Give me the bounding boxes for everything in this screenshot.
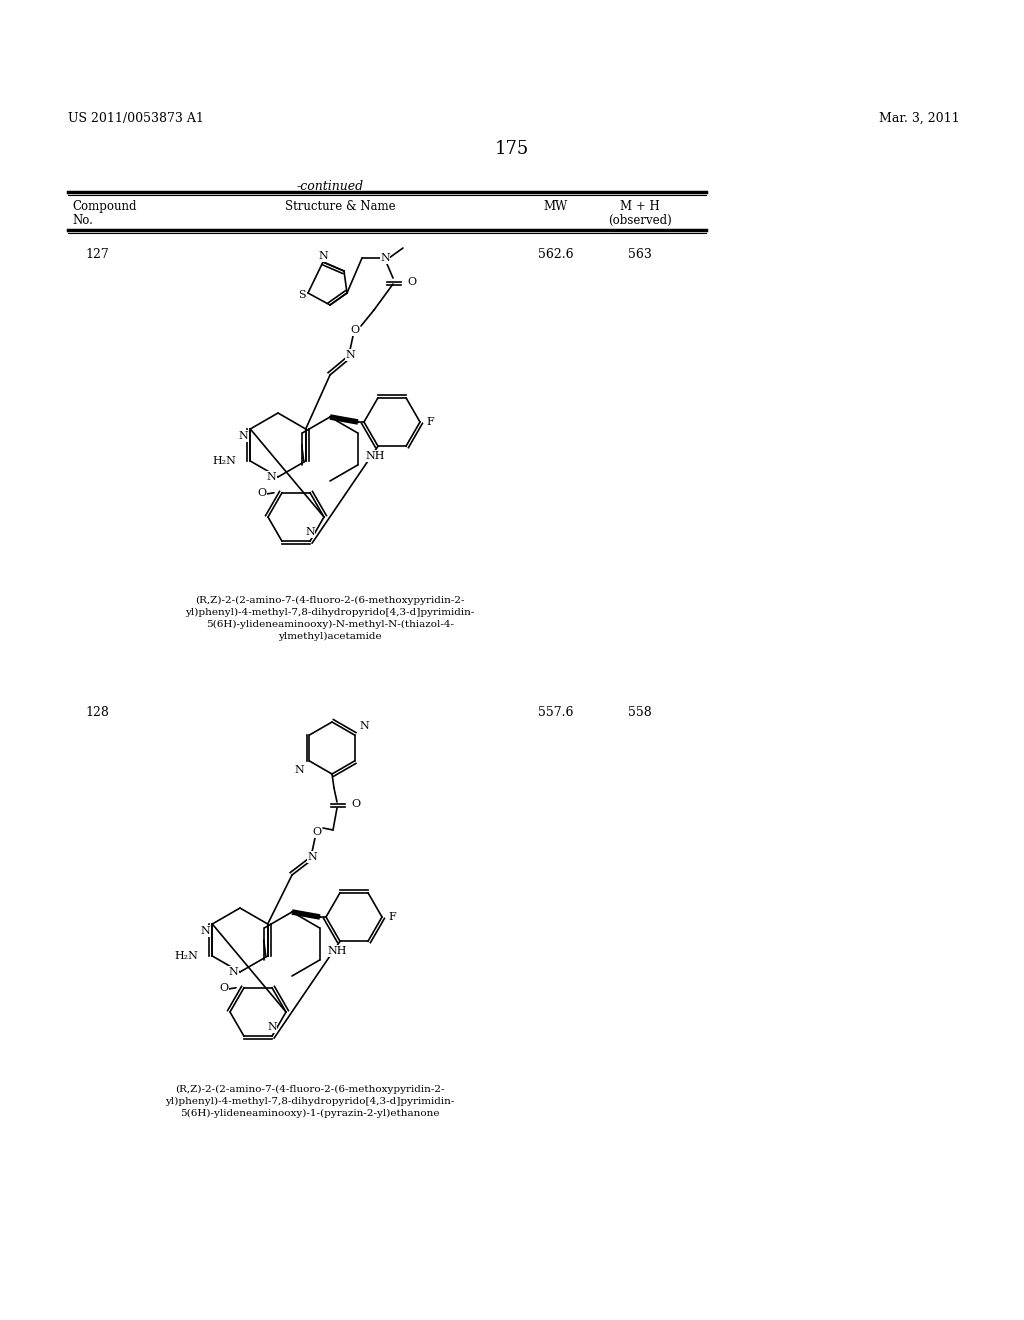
Text: (R,Z)-2-(2-amino-7-(4-fluoro-2-(6-methoxypyridin-2-: (R,Z)-2-(2-amino-7-(4-fluoro-2-(6-methox…: [175, 1085, 444, 1094]
Text: No.: No.: [72, 214, 93, 227]
Text: 5(6H)-ylideneaminooxy)-1-(pyrazin-2-yl)ethanone: 5(6H)-ylideneaminooxy)-1-(pyrazin-2-yl)e…: [180, 1109, 439, 1118]
Text: 175: 175: [495, 140, 529, 158]
Text: Mar. 3, 2011: Mar. 3, 2011: [880, 112, 961, 125]
Text: O: O: [257, 488, 266, 498]
Text: N: N: [266, 473, 276, 482]
Text: N: N: [345, 350, 355, 360]
Text: O: O: [219, 983, 228, 993]
Text: N: N: [307, 851, 316, 862]
Text: N: N: [228, 968, 238, 977]
Text: 562.6: 562.6: [539, 248, 573, 261]
Text: O: O: [312, 828, 322, 837]
Text: M + H: M + H: [621, 201, 659, 213]
Text: H₂N: H₂N: [212, 455, 237, 466]
Text: Compound: Compound: [72, 201, 136, 213]
Text: yl)phenyl)-4-methyl-7,8-dihydropyrido[4,3-d]pyrimidin-: yl)phenyl)-4-methyl-7,8-dihydropyrido[4,…: [185, 609, 475, 618]
Text: -continued: -continued: [296, 180, 364, 193]
Text: 127: 127: [85, 248, 109, 261]
Text: O: O: [407, 277, 416, 286]
Text: yl)phenyl)-4-methyl-7,8-dihydropyrido[4,3-d]pyrimidin-: yl)phenyl)-4-methyl-7,8-dihydropyrido[4,…: [165, 1097, 455, 1106]
Text: 563: 563: [628, 248, 652, 261]
Text: N: N: [239, 432, 248, 441]
Text: (R,Z)-2-(2-amino-7-(4-fluoro-2-(6-methoxypyridin-2-: (R,Z)-2-(2-amino-7-(4-fluoro-2-(6-methox…: [196, 597, 465, 605]
Text: ylmethyl)acetamide: ylmethyl)acetamide: [279, 632, 382, 642]
Text: S: S: [298, 290, 306, 300]
Text: 128: 128: [85, 706, 109, 719]
Text: MW: MW: [544, 201, 568, 213]
Text: N: N: [380, 253, 390, 263]
Text: NH: NH: [366, 451, 385, 461]
Text: H₂N: H₂N: [174, 950, 199, 961]
Text: NH: NH: [328, 946, 347, 956]
Text: N: N: [295, 766, 304, 775]
Text: 5(6H)-ylideneaminooxy)-N-methyl-N-(thiazol-4-: 5(6H)-ylideneaminooxy)-N-methyl-N-(thiaz…: [206, 620, 454, 630]
Text: 557.6: 557.6: [539, 706, 573, 719]
Text: N: N: [201, 927, 210, 936]
Text: O: O: [350, 325, 359, 335]
Text: Structure & Name: Structure & Name: [285, 201, 395, 213]
Text: F: F: [388, 912, 395, 921]
Text: (observed): (observed): [608, 214, 672, 227]
Text: N: N: [267, 1022, 276, 1032]
Text: N: N: [359, 721, 370, 731]
Text: O: O: [351, 799, 360, 809]
Text: N: N: [305, 527, 314, 537]
Text: N: N: [318, 251, 328, 261]
Text: US 2011/0053873 A1: US 2011/0053873 A1: [68, 112, 204, 125]
Text: F: F: [426, 417, 434, 426]
Text: 558: 558: [628, 706, 652, 719]
